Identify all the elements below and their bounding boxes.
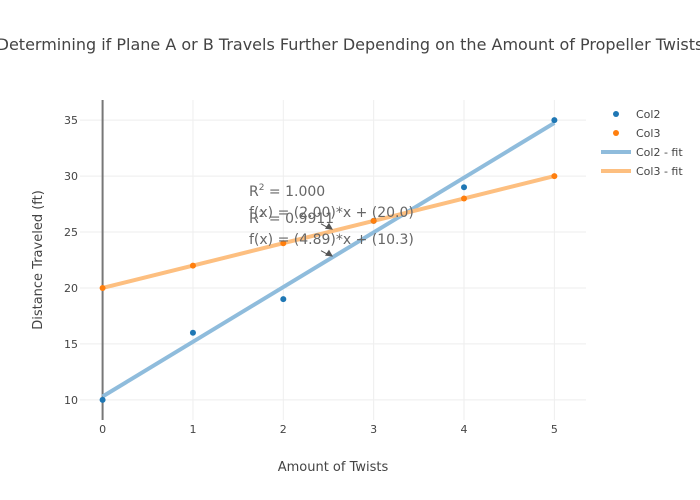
annotation-formula: f(x) = (2.00)*x + (20.0) [249, 205, 414, 221]
chart-title: Determining if Plane A or B Travels Furt… [0, 35, 700, 54]
data-point-col2[interactable] [551, 117, 558, 124]
data-point-col2[interactable] [280, 296, 287, 303]
annotations: R2 = 1.000 f(x) = (2.00)*x + (20.0)R2 = 0… [249, 183, 414, 257]
annotation-arrowhead [325, 249, 333, 257]
legend-marker [613, 111, 619, 117]
x-tick-label: 0 [99, 423, 106, 436]
x-tick-label: 5 [551, 423, 558, 436]
legend-label: Col2 [636, 108, 660, 121]
x-tick-label: 2 [280, 423, 287, 436]
y-tick-label: 35 [64, 114, 78, 127]
y-tick-label: 15 [64, 338, 78, 351]
legend-item-col3-fit[interactable]: Col3 - fit [601, 165, 683, 178]
x-tick-label: 3 [370, 423, 377, 436]
data-point-col2[interactable] [461, 184, 468, 191]
annotation-r-squared: R2 = 0.9911 [249, 210, 334, 227]
legend-label: Col3 - fit [636, 165, 683, 178]
data-point-col2[interactable] [189, 329, 196, 336]
annotation-r-squared: R2 = 1.000 [249, 183, 325, 200]
legend[interactable]: Col2 Col3 Col2 - fit Col3 - fit [601, 108, 683, 178]
annotation-formula: f(x) = (4.89)*x + (10.3) [249, 232, 414, 248]
y-tick-label: 20 [64, 282, 78, 295]
y-tick-label: 30 [64, 170, 78, 183]
fit-line-col3-fit [102, 174, 555, 290]
x-axis-title: Amount of Twists [278, 460, 389, 475]
data-point-col3[interactable] [189, 262, 196, 269]
data-point-col3[interactable] [99, 284, 106, 291]
y-tick-label: 10 [64, 394, 78, 407]
annotation-arrowhead [325, 222, 333, 230]
legend-item-col2-fit[interactable]: Col2 - fit [601, 146, 683, 159]
legend-label: Col3 [636, 127, 660, 140]
y-tick-label: 25 [64, 226, 78, 239]
fit-line-col2-fit [101, 121, 556, 399]
data-point-col3[interactable] [280, 240, 287, 247]
x-tick-label: 4 [461, 423, 468, 436]
legend-item-col3[interactable]: Col3 [613, 127, 660, 140]
x-tick-label: 1 [189, 423, 196, 436]
legend-marker [613, 130, 619, 136]
data-point-col3[interactable] [461, 195, 468, 202]
data-point-col3[interactable] [370, 217, 377, 224]
y-axis-title: Distance Traveled (ft) [31, 190, 46, 330]
data-point-col2[interactable] [99, 396, 106, 403]
legend-label: Col2 - fit [636, 146, 683, 159]
data-point-col3[interactable] [551, 173, 558, 180]
plot-area [99, 117, 558, 403]
legend-item-col2[interactable]: Col2 [613, 108, 660, 121]
axes: 0 1 2 3 4 5 10 15 20 25 30 35 [64, 100, 558, 436]
